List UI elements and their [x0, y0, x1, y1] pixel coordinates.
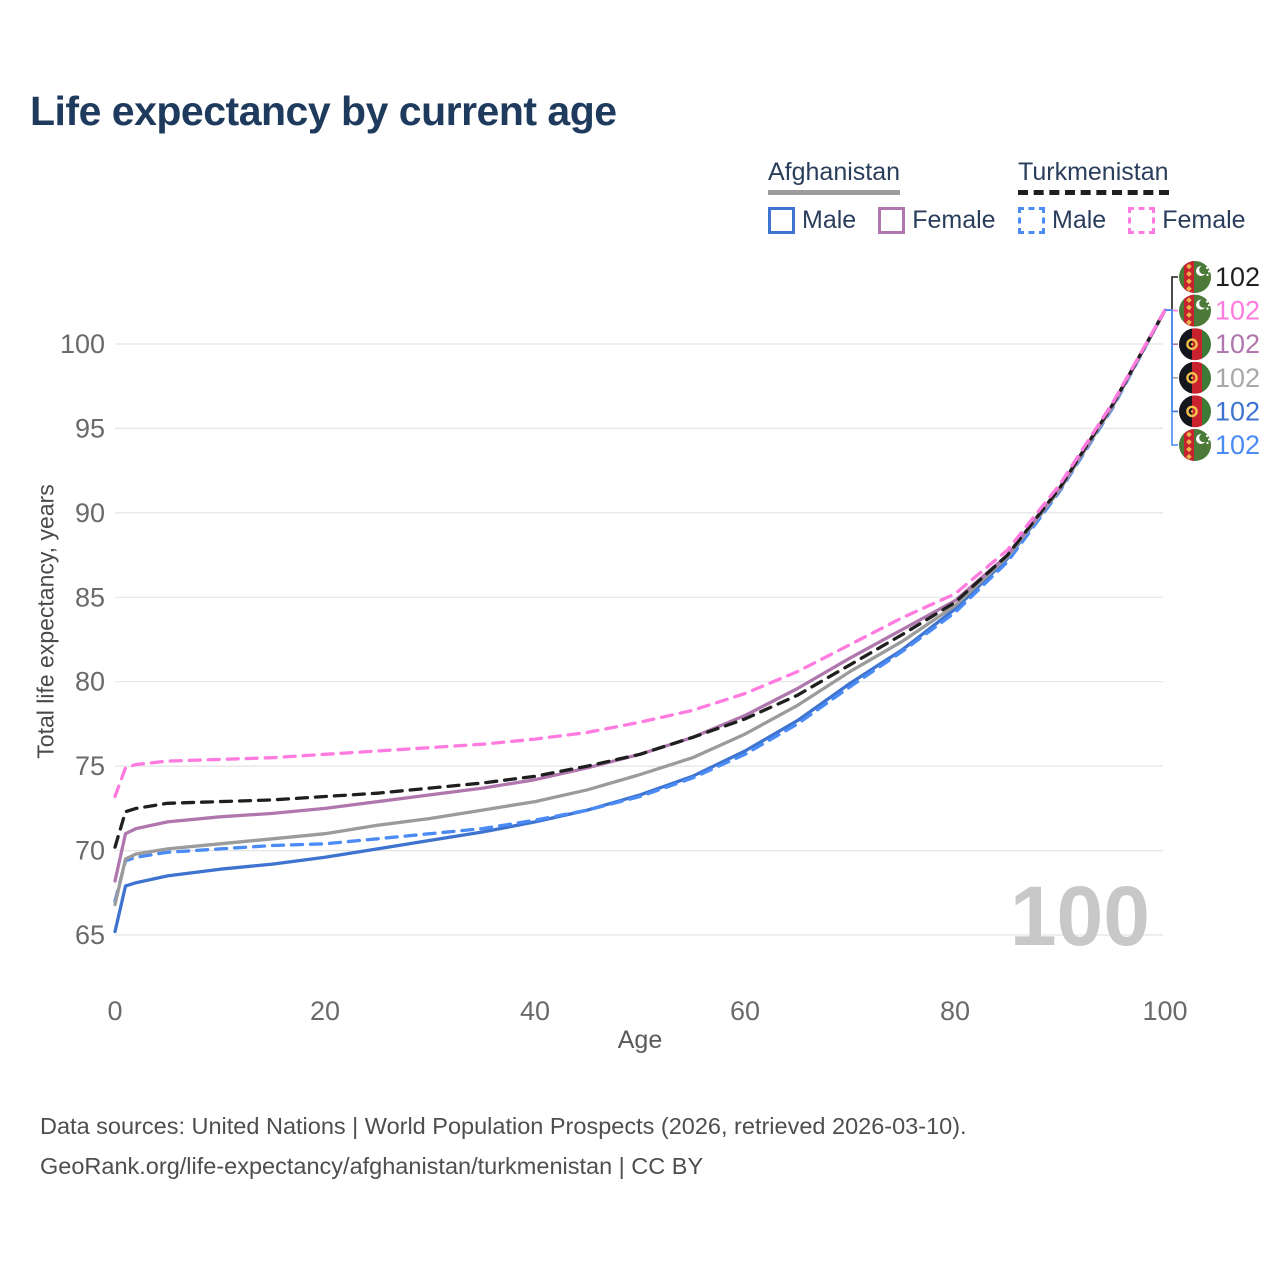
x-axis-title: Age	[617, 1026, 663, 1054]
legend-group-turkmenistan: Turkmenistan Male Female	[1018, 158, 1246, 235]
turkmenistan-flag-icon	[1179, 261, 1211, 293]
y-tick-label: 65	[75, 920, 105, 950]
turkmenistan-flag-icon	[1179, 429, 1211, 461]
y-tick-label: 75	[75, 751, 105, 781]
footer-attribution-line: GeoRank.org/life-expectancy/afghanistan/…	[40, 1153, 704, 1179]
y-tick-label: 80	[75, 667, 105, 697]
series-line-turkmenistan-both-sexes	[113, 308, 1167, 849]
x-tick-label: 20	[310, 996, 340, 1026]
afghanistan-flag-icon	[1179, 328, 1211, 361]
legend-item-label: Female	[1162, 206, 1246, 234]
legend-item-label: Male	[802, 206, 857, 234]
y-tick-label: 70	[75, 836, 105, 866]
x-tick-label: 100	[1142, 996, 1187, 1026]
end-label-value: 102	[1215, 296, 1260, 326]
afghanistan-female-swatch-icon	[878, 207, 906, 234]
series-line-afghanistan-male	[113, 308, 1167, 934]
end-label-value: 102	[1215, 262, 1260, 292]
y-tick-label: 95	[75, 413, 105, 443]
x-tick-label: 60	[730, 996, 760, 1026]
legend-item-turkmenistan-female[interactable]: Female	[1128, 206, 1246, 235]
end-label-connector	[1165, 276, 1178, 312]
series-line-turkmenistan-male	[113, 308, 1167, 903]
page-title: Life expectancy by current age	[30, 88, 617, 134]
footer: Data sources: United Nations | World Pop…	[40, 1106, 967, 1186]
legend-country-afghanistan: Afghanistan	[768, 158, 901, 195]
afghanistan-flag-icon	[1179, 395, 1211, 428]
legend-item-turkmenistan-male[interactable]: Male	[1018, 206, 1106, 235]
x-tick-label: 40	[520, 996, 550, 1026]
x-tick-label: 0	[107, 996, 122, 1026]
y-tick-label: 90	[75, 498, 105, 528]
y-axis-title: Total life expectancy, years	[32, 484, 59, 759]
end-label-value: 102	[1215, 396, 1260, 426]
y-tick-label: 85	[75, 582, 105, 612]
y-tick-label: 100	[60, 329, 105, 359]
legend-item-label: Female	[912, 206, 996, 234]
legend-group-afghanistan: Afghanistan Male Female	[768, 158, 996, 235]
x-tick-label: 80	[940, 996, 970, 1026]
turkmenistan-flag-icon	[1179, 294, 1211, 327]
turkmenistan-male-swatch-icon	[1018, 207, 1045, 234]
legend-items-afghanistan: Male Female	[768, 206, 996, 235]
series-line-turkmenistan-female	[113, 308, 1167, 799]
legend-item-label: Male	[1052, 206, 1107, 234]
end-label-value: 102	[1215, 430, 1260, 460]
end-label-value: 102	[1215, 363, 1260, 393]
afghanistan-flag-icon	[1179, 361, 1211, 394]
footer-sources-line: Data sources: United Nations | World Pop…	[40, 1113, 967, 1139]
legend-item-afghanistan-female[interactable]: Female	[878, 206, 996, 235]
end-label-connector	[1165, 309, 1178, 446]
legend-items-turkmenistan: Male Female	[1018, 206, 1246, 235]
gridlines: 65 70 75 80 85 90 95 100	[60, 329, 1163, 950]
afghanistan-male-swatch-icon	[768, 207, 795, 234]
series-line-afghanistan-both-sexes	[113, 308, 1167, 907]
legend-item-afghanistan-male[interactable]: Male	[768, 206, 856, 235]
turkmenistan-female-swatch-icon	[1128, 207, 1156, 234]
legend-country-turkmenistan: Turkmenistan	[1018, 158, 1169, 195]
end-label-value: 102	[1215, 329, 1260, 359]
current-age-watermark: 100	[1010, 869, 1150, 963]
